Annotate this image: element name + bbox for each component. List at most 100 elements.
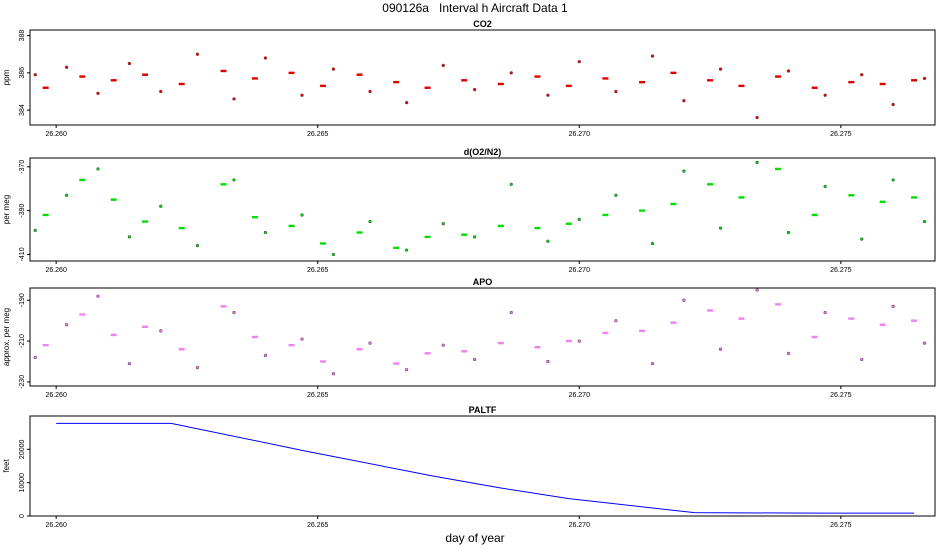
figure-title: 090126a Interval h Aircraft Data 1 bbox=[382, 1, 568, 15]
data-point bbox=[441, 63, 445, 67]
data-point bbox=[405, 248, 409, 252]
data-point bbox=[263, 353, 268, 357]
data-point bbox=[405, 101, 409, 105]
data-point bbox=[682, 99, 686, 103]
y-tick-label: -190 bbox=[19, 293, 26, 307]
data-point bbox=[33, 355, 37, 360]
data-point bbox=[823, 93, 827, 97]
data-point bbox=[786, 230, 791, 235]
data-point bbox=[263, 230, 268, 235]
data-point bbox=[577, 339, 581, 343]
panel-title: PALTF bbox=[469, 405, 497, 415]
data-point bbox=[509, 310, 513, 315]
data-point bbox=[232, 310, 236, 315]
x-tick-label: 26.270 bbox=[569, 392, 591, 399]
data-point bbox=[33, 73, 37, 77]
y-tick-label: -230 bbox=[19, 375, 26, 389]
data-point bbox=[823, 310, 827, 315]
data-point bbox=[127, 361, 131, 366]
data-point bbox=[232, 97, 236, 101]
plot-frame bbox=[29, 287, 936, 387]
data-point bbox=[65, 323, 69, 327]
panel-title: CO2 bbox=[473, 19, 492, 29]
x-tick-label: 26.275 bbox=[830, 392, 852, 399]
data-point bbox=[860, 73, 864, 77]
data-point bbox=[65, 65, 69, 69]
data-point bbox=[300, 337, 304, 341]
y-tick-label: -370 bbox=[19, 160, 26, 174]
data-point bbox=[614, 319, 618, 323]
data-point bbox=[922, 219, 927, 224]
x-tick-label: 26.260 bbox=[45, 522, 67, 529]
data-point bbox=[650, 54, 655, 58]
data-point bbox=[860, 357, 864, 362]
data-point bbox=[922, 76, 927, 81]
x-tick-label: 26.270 bbox=[569, 267, 591, 274]
x-tick-label: 26.260 bbox=[45, 267, 67, 274]
data-point bbox=[441, 222, 445, 226]
y-tick-label: 384 bbox=[19, 104, 26, 116]
data-point bbox=[891, 178, 895, 182]
data-point bbox=[682, 169, 686, 173]
y-axis-label: approx. per meg bbox=[2, 308, 11, 366]
data-point bbox=[33, 228, 37, 232]
x-tick-label: 26.260 bbox=[45, 131, 67, 138]
data-point bbox=[650, 361, 655, 366]
data-point bbox=[546, 93, 550, 97]
y-tick-label: 386 bbox=[19, 67, 26, 79]
x-tick-label: 26.265 bbox=[307, 267, 329, 274]
data-point bbox=[718, 226, 723, 230]
data-point bbox=[232, 178, 236, 182]
panel-title: APO bbox=[473, 277, 493, 287]
x-tick-label: 26.275 bbox=[830, 522, 852, 529]
data-point bbox=[368, 341, 372, 345]
data-point bbox=[368, 89, 372, 94]
data-point bbox=[96, 167, 100, 171]
data-point bbox=[263, 56, 268, 60]
x-tick-label: 26.270 bbox=[569, 522, 591, 529]
data-point bbox=[473, 235, 477, 239]
data-point bbox=[546, 239, 550, 243]
data-point bbox=[331, 67, 336, 71]
data-point bbox=[65, 193, 69, 197]
data-point bbox=[614, 89, 618, 94]
data-point bbox=[577, 60, 581, 64]
y-tick-label: 20000 bbox=[19, 439, 26, 459]
data-point bbox=[96, 91, 100, 95]
data-point bbox=[509, 71, 513, 75]
x-tick-label: 26.270 bbox=[569, 131, 591, 138]
x-tick-label: 26.265 bbox=[307, 131, 329, 138]
data-point bbox=[368, 219, 372, 224]
data-point bbox=[509, 182, 513, 186]
data-point bbox=[614, 193, 618, 197]
y-tick-label: -410 bbox=[19, 247, 26, 261]
data-point bbox=[755, 160, 759, 164]
y-axis-label: feet bbox=[2, 459, 11, 473]
data-point bbox=[718, 67, 723, 71]
data-point bbox=[718, 347, 723, 351]
data-point bbox=[755, 288, 759, 292]
x-tick-label: 26.260 bbox=[45, 392, 67, 399]
data-point bbox=[441, 343, 445, 347]
series-line bbox=[56, 422, 915, 514]
y-tick-label: 10000 bbox=[19, 473, 26, 493]
data-point bbox=[891, 102, 895, 107]
data-point bbox=[755, 115, 759, 120]
data-point bbox=[577, 217, 581, 221]
x-axis-label: day of year bbox=[445, 531, 505, 545]
data-point bbox=[331, 252, 336, 257]
x-tick-label: 26.275 bbox=[830, 267, 852, 274]
data-point bbox=[473, 88, 477, 92]
data-point bbox=[473, 357, 477, 362]
data-point bbox=[405, 368, 409, 372]
data-point bbox=[823, 184, 827, 189]
data-point bbox=[922, 341, 927, 345]
panel-title: d(O2/N2) bbox=[464, 147, 502, 157]
x-tick-label: 26.265 bbox=[307, 392, 329, 399]
y-tick-label: 0 bbox=[19, 514, 26, 518]
data-point bbox=[650, 241, 655, 246]
y-tick-label: -210 bbox=[19, 334, 26, 348]
data-point bbox=[127, 61, 131, 66]
data-point bbox=[96, 294, 100, 298]
